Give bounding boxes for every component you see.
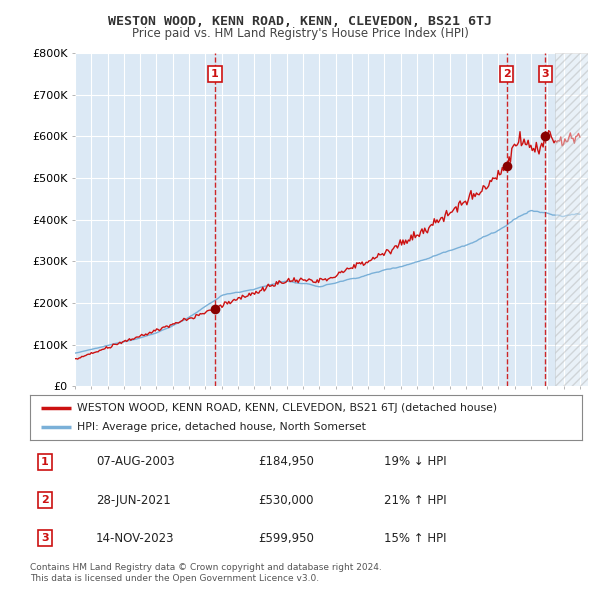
Text: 14-NOV-2023: 14-NOV-2023 [96,532,175,545]
Text: 21% ↑ HPI: 21% ↑ HPI [384,493,446,507]
Text: 1: 1 [41,457,49,467]
Text: 3: 3 [541,69,549,79]
Text: Price paid vs. HM Land Registry's House Price Index (HPI): Price paid vs. HM Land Registry's House … [131,27,469,40]
Text: 2: 2 [503,69,511,79]
Text: HPI: Average price, detached house, North Somerset: HPI: Average price, detached house, Nort… [77,422,366,432]
Text: £530,000: £530,000 [258,493,314,507]
Text: 2: 2 [41,495,49,505]
Text: 1: 1 [211,69,219,79]
Text: 15% ↑ HPI: 15% ↑ HPI [384,532,446,545]
Text: WESTON WOOD, KENN ROAD, KENN, CLEVEDON, BS21 6TJ (detached house): WESTON WOOD, KENN ROAD, KENN, CLEVEDON, … [77,403,497,412]
Text: 28-JUN-2021: 28-JUN-2021 [96,493,171,507]
Text: £599,950: £599,950 [258,532,314,545]
Text: £184,950: £184,950 [258,455,314,468]
Text: Contains HM Land Registry data © Crown copyright and database right 2024.
This d: Contains HM Land Registry data © Crown c… [30,563,382,583]
Text: 07-AUG-2003: 07-AUG-2003 [96,455,175,468]
Text: WESTON WOOD, KENN ROAD, KENN, CLEVEDON, BS21 6TJ: WESTON WOOD, KENN ROAD, KENN, CLEVEDON, … [108,15,492,28]
Text: 3: 3 [41,533,49,543]
Text: 19% ↓ HPI: 19% ↓ HPI [384,455,446,468]
